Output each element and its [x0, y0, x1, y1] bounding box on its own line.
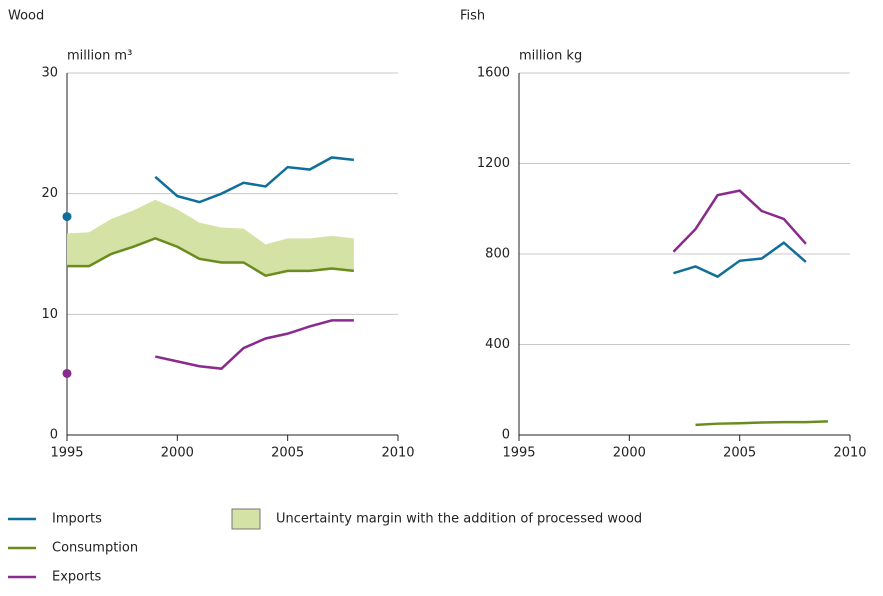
y-tick-label: 10	[41, 307, 58, 322]
series-line	[672, 189, 807, 253]
series-line	[673, 241, 807, 279]
point	[62, 212, 72, 222]
y-tick-label: 20	[41, 186, 58, 201]
x-tick-label: 1995	[50, 446, 83, 461]
legend-label: Imports	[52, 512, 102, 527]
uncertainty-band	[67, 199, 354, 276]
panel-title: Fish	[460, 9, 485, 24]
series-line	[154, 319, 354, 370]
panel-title: Wood	[8, 9, 44, 24]
series-line	[67, 236, 355, 278]
x-tick-label: 2010	[833, 446, 866, 461]
y-tick-label: 0	[50, 428, 58, 443]
x-tick-label: 2000	[161, 446, 194, 461]
x-tick-label: 1995	[502, 446, 535, 461]
series-line	[695, 420, 828, 427]
point	[62, 368, 72, 378]
legend-label: Consumption	[52, 541, 138, 556]
x-tick-label: 2010	[381, 446, 414, 461]
y-tick-label: 30	[41, 66, 58, 81]
series-line	[154, 156, 355, 204]
legend-label: Uncertainty margin with the addition of …	[276, 512, 642, 527]
y-tick-label: 400	[485, 337, 510, 352]
y-axis-label: million m³	[67, 49, 132, 64]
x-tick-label: 2005	[271, 446, 304, 461]
y-axis-label: million kg	[519, 49, 582, 64]
y-tick-label: 1200	[477, 156, 510, 171]
x-tick-label: 2000	[613, 446, 646, 461]
y-tick-label: 800	[485, 247, 510, 262]
y-tick-label: 0	[502, 428, 510, 443]
legend-label: Exports	[52, 570, 102, 585]
y-tick-label: 1600	[477, 66, 510, 81]
x-tick-label: 2005	[723, 446, 756, 461]
legend-swatch	[231, 508, 261, 530]
